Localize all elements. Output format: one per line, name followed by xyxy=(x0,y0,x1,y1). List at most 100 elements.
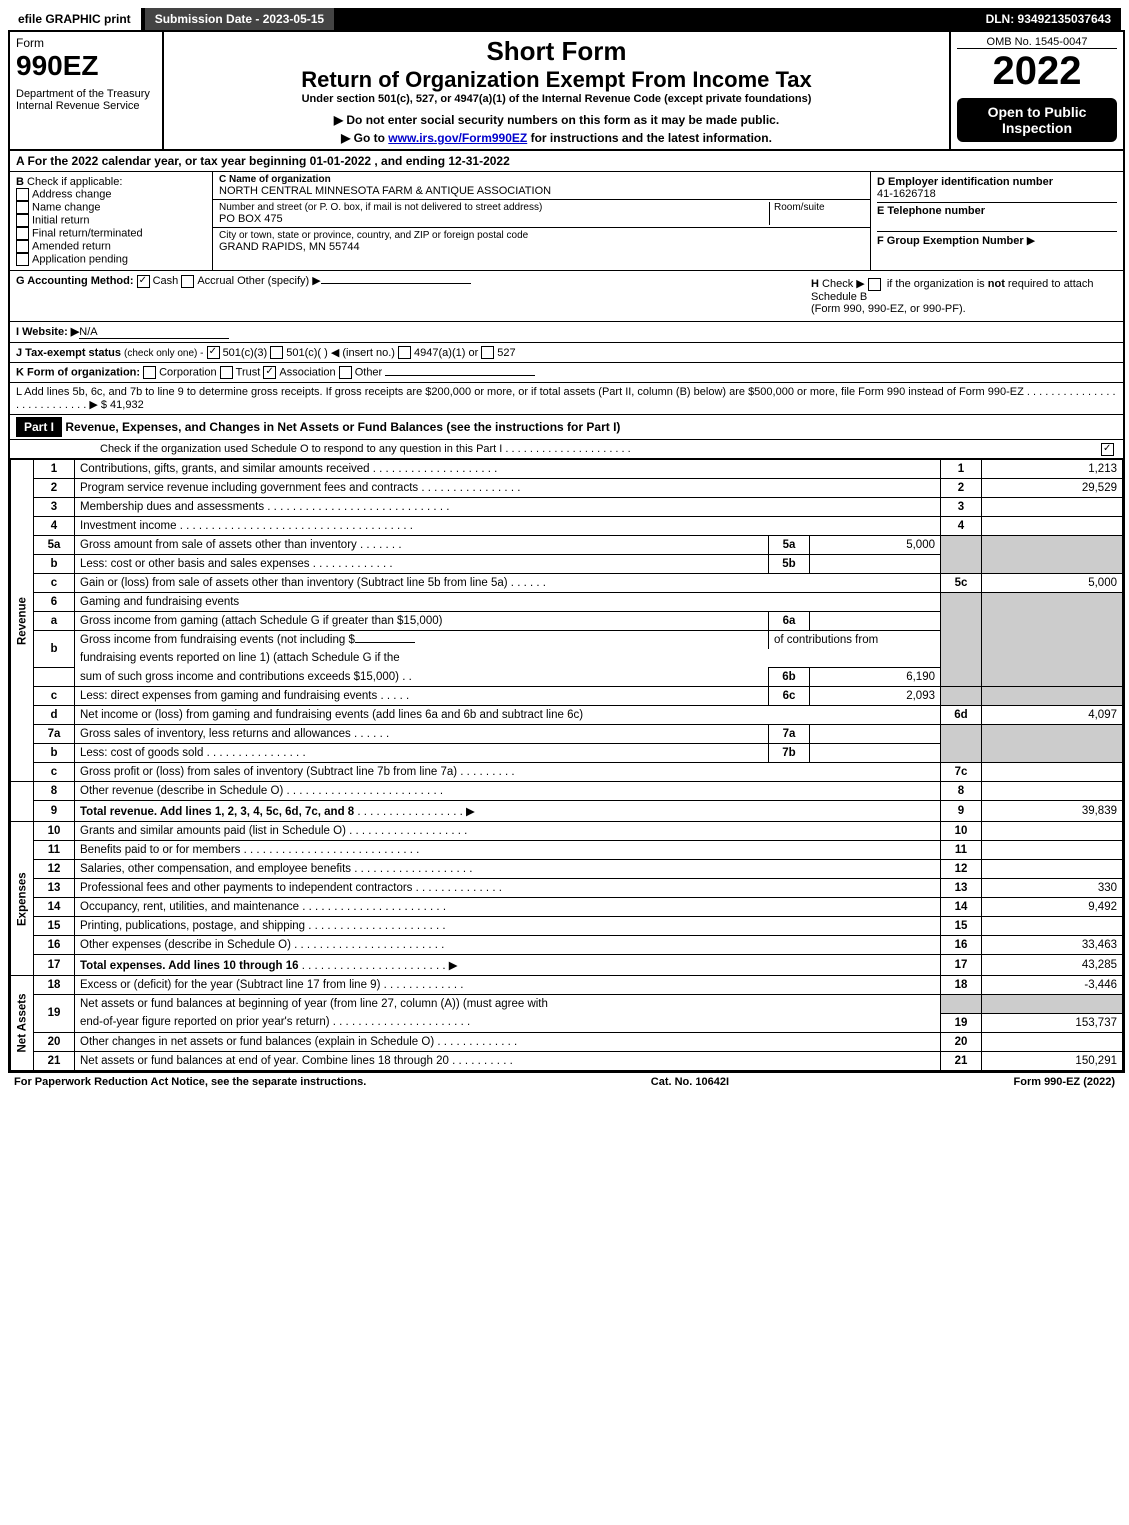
checkbox-initial-return[interactable] xyxy=(16,214,29,227)
b-opt-0: Address change xyxy=(32,188,112,200)
checkbox-address-change[interactable] xyxy=(16,188,29,201)
h-text2: if the organization is xyxy=(887,278,985,290)
table-row: 5a Gross amount from sale of assets othe… xyxy=(11,536,1123,555)
line-text: Benefits paid to or for members . . . . … xyxy=(75,841,941,860)
table-row: 4 Investment income . . . . . . . . . . … xyxy=(11,517,1123,536)
section-k: K Form of organization: Corporation Trus… xyxy=(10,363,1123,383)
checkbox-final-return[interactable] xyxy=(16,227,29,240)
checkbox-trust[interactable] xyxy=(220,366,233,379)
footer-center: Cat. No. 10642I xyxy=(651,1076,729,1088)
line-rn: 11 xyxy=(941,841,982,860)
dln-label: DLN: 93492135037643 xyxy=(976,8,1121,30)
org-address: PO BOX 475 xyxy=(219,213,769,225)
line-rv xyxy=(982,917,1123,936)
table-row: 13 Professional fees and other payments … xyxy=(11,879,1123,898)
line-rn: 19 xyxy=(941,1013,982,1032)
line-num: c xyxy=(34,574,75,593)
checkbox-cash[interactable] xyxy=(137,275,150,288)
checkbox-501c3[interactable] xyxy=(207,346,220,359)
line-num: 1 xyxy=(34,460,75,479)
irs-label: Internal Revenue Service xyxy=(16,100,156,112)
checkbox-association[interactable] xyxy=(263,366,276,379)
line-num: 8 xyxy=(34,782,75,801)
line-rn: 16 xyxy=(941,936,982,955)
form-number: 990EZ xyxy=(16,50,156,82)
form-word: Form xyxy=(16,36,156,50)
line-text-mid: of contributions from xyxy=(769,631,941,650)
h-label: H xyxy=(811,278,819,290)
line-num: 21 xyxy=(34,1051,75,1070)
j-opt4: 527 xyxy=(497,347,515,359)
line-num: b xyxy=(34,631,75,668)
line-rv: 5,000 xyxy=(982,574,1123,593)
line-text: Less: cost of goods sold . . . . . . . .… xyxy=(75,744,769,763)
line-rv xyxy=(982,822,1123,841)
checkbox-schedule-b[interactable] xyxy=(868,278,881,291)
line-rv: 4,097 xyxy=(982,706,1123,725)
checkbox-corporation[interactable] xyxy=(143,366,156,379)
c-name-label: C Name of organization xyxy=(219,174,331,185)
footer-left: For Paperwork Reduction Act Notice, see … xyxy=(14,1076,366,1088)
table-row: 15 Printing, publications, postage, and … xyxy=(11,917,1123,936)
line-text: Gross income from fundraising events (no… xyxy=(75,631,769,650)
submission-date-label: Submission Date - 2023-05-15 xyxy=(145,8,334,30)
f-pointer: ▶ xyxy=(1027,235,1035,247)
line-rn: 15 xyxy=(941,917,982,936)
table-row: 16 Other expenses (describe in Schedule … xyxy=(11,936,1123,955)
mid-num: 5a xyxy=(769,536,810,555)
line-rn: 21 xyxy=(941,1051,982,1070)
line-text: Gross sales of inventory, less returns a… xyxy=(75,725,769,744)
line-rv: 29,529 xyxy=(982,479,1123,498)
line-text: Membership dues and assessments . . . . … xyxy=(75,498,941,517)
checkbox-527[interactable] xyxy=(481,346,494,359)
table-row: d Net income or (loss) from gaming and f… xyxy=(11,706,1123,725)
line-text: Gross income from gaming (attach Schedul… xyxy=(75,612,769,631)
section-j: J Tax-exempt status (check only one) - 5… xyxy=(10,343,1123,364)
checkbox-application-pending[interactable] xyxy=(16,253,29,266)
part1-badge: Part I xyxy=(16,417,62,437)
mid-val: 6,190 xyxy=(810,668,941,687)
checkbox-accrual[interactable] xyxy=(181,275,194,288)
checkbox-4947[interactable] xyxy=(398,346,411,359)
k-opt-0: Corporation xyxy=(159,367,216,379)
c-addr-label: Number and street (or P. O. box, if mail… xyxy=(219,202,769,213)
form-header: Form 990EZ Department of the Treasury In… xyxy=(10,32,1123,151)
line-rv xyxy=(982,517,1123,536)
part1-table: Revenue 1 Contributions, gifts, grants, … xyxy=(10,459,1123,1071)
k-opt-3: Other xyxy=(355,367,383,379)
line-rv: 330 xyxy=(982,879,1123,898)
warning-text: ▶ Do not enter social security numbers o… xyxy=(170,113,943,127)
checkbox-other-org[interactable] xyxy=(339,366,352,379)
table-row: 9 Total revenue. Add lines 1, 2, 3, 4, 5… xyxy=(11,801,1123,822)
top-bar-left: efile GRAPHIC print Submission Date - 20… xyxy=(8,8,334,30)
line-rn: 7c xyxy=(941,763,982,782)
j-opt3: 4947(a)(1) or xyxy=(414,347,478,359)
line-text: Net income or (loss) from gaming and fun… xyxy=(75,706,941,725)
title-return: Return of Organization Exempt From Incom… xyxy=(170,67,943,93)
section-h: H Check ▶ if the organization is not req… xyxy=(805,274,1117,318)
checkbox-amended-return[interactable] xyxy=(16,240,29,253)
line-text: Other changes in net assets or fund bala… xyxy=(75,1032,941,1051)
line-rn: 14 xyxy=(941,898,982,917)
header-right: OMB No. 1545-0047 2022 Open to Public In… xyxy=(949,32,1123,149)
revenue-side-label: Revenue xyxy=(11,460,34,782)
checkbox-name-change[interactable] xyxy=(16,201,29,214)
line-rv: 33,463 xyxy=(982,936,1123,955)
l-text: L Add lines 5b, 6c, and 7b to line 9 to … xyxy=(16,386,1024,398)
line-num: d xyxy=(34,706,75,725)
irs-link[interactable]: www.irs.gov/Form990EZ xyxy=(388,131,527,145)
section-b: B Check if applicable: Address change Na… xyxy=(10,172,213,270)
line-text: Program service revenue including govern… xyxy=(75,479,941,498)
shaded-cell xyxy=(941,593,982,687)
checkbox-schedule-o-part1[interactable] xyxy=(1101,443,1114,456)
efile-print-button[interactable]: efile GRAPHIC print xyxy=(8,8,141,30)
mid-num: 5b xyxy=(769,555,810,574)
line-text: Investment income . . . . . . . . . . . … xyxy=(75,517,941,536)
line-text: Net assets or fund balances at end of ye… xyxy=(75,1051,941,1070)
line-num: 3 xyxy=(34,498,75,517)
line-text: Total expenses. Add lines 10 through 16 … xyxy=(75,955,941,976)
line-num: 18 xyxy=(34,976,75,995)
checkbox-501c[interactable] xyxy=(270,346,283,359)
shaded-cell xyxy=(982,725,1123,763)
k-label: K Form of organization: xyxy=(16,367,140,379)
